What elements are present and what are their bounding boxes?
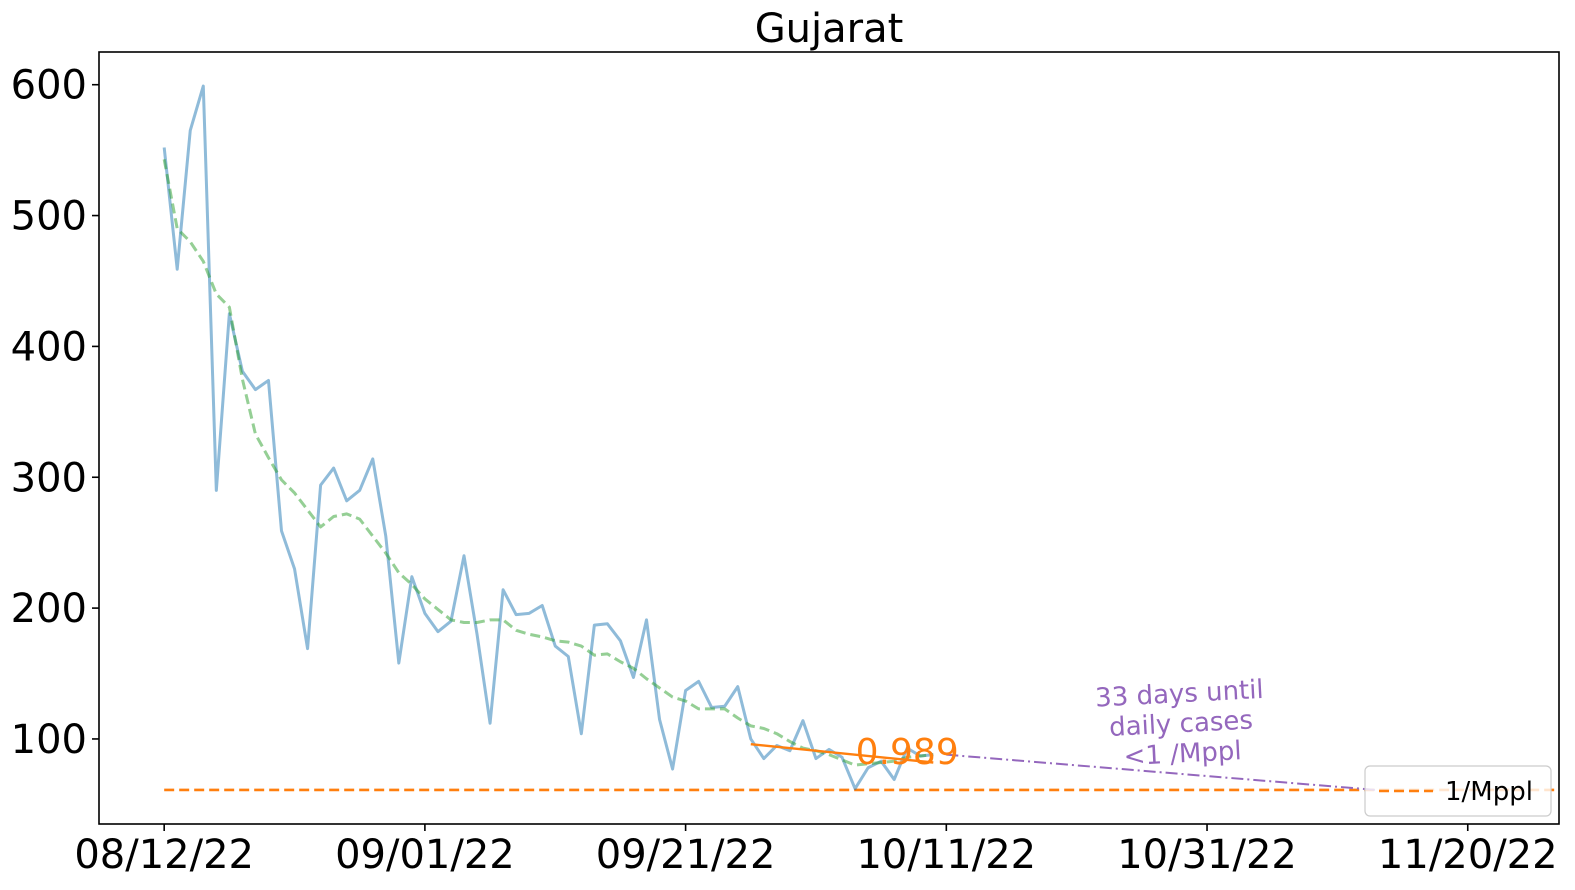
plot-frame [98, 51, 1560, 825]
smoothed-average-line [162, 159, 934, 767]
y-tick-label: 200 [11, 586, 87, 632]
y-tick-label: 100 [11, 717, 87, 763]
y-tick-label: 300 [11, 455, 87, 501]
x-tick-label: 10/31/22 [1117, 832, 1297, 878]
legend-label: 1/Mppl [1445, 777, 1533, 807]
chart-title: Gujarat [755, 6, 904, 52]
legend: 1/Mppl [1364, 765, 1552, 817]
annotation-line: <1 /Mppl [1123, 736, 1242, 772]
x-tick-label: 11/20/22 [1378, 832, 1558, 878]
trend-fit-line [750, 742, 934, 764]
projection-line [946, 753, 1377, 791]
y-tick-label: 500 [11, 194, 87, 240]
fit-rate-annotation: 0.989 [856, 732, 959, 773]
x-tick-label: 08/12/22 [74, 832, 254, 878]
axes: 100 200 300 400 500 600 08/12/22 09/01/22 09/21/… [11, 51, 1560, 878]
daily-cases-line [162, 84, 934, 791]
x-tick-label: 09/21/22 [596, 832, 776, 878]
plot-area [162, 84, 1559, 792]
y-tick-label: 600 [11, 63, 87, 109]
legend-box [1364, 765, 1552, 817]
y-tick-label: 400 [11, 324, 87, 370]
x-tick-label: 09/01/22 [335, 832, 515, 878]
x-tick-label: 10/11/22 [856, 832, 1036, 878]
